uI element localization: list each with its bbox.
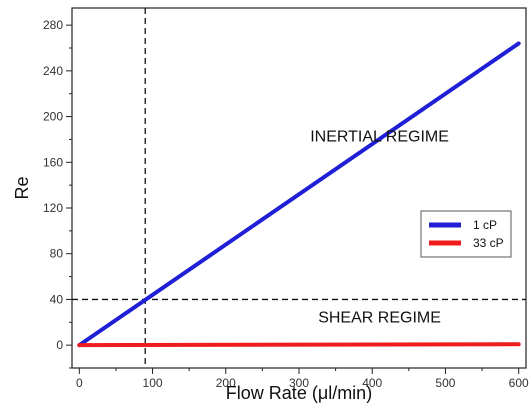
y-axis-title: Re [12, 176, 32, 199]
series-line-33cp [77, 342, 521, 348]
x-tick-label: 0 [76, 376, 83, 390]
legend-label: 1 cP [473, 218, 497, 232]
y-tick-label: 120 [43, 201, 63, 215]
x-tick-label: 200 [216, 376, 236, 390]
x-tick-label: 300 [289, 376, 309, 390]
y-axis-ticks: 0 40 80 120 160 200 240 280 [43, 18, 72, 369]
x-tick-label: 500 [435, 376, 455, 390]
y-tick-label: 40 [50, 292, 64, 306]
y-tick-label: 280 [43, 18, 63, 32]
series-line-1cp [77, 41, 521, 348]
y-tick-label: 0 [56, 338, 63, 352]
x-tick-label: 400 [362, 376, 382, 390]
y-tick-label: 200 [43, 110, 63, 124]
annotation-inertial-regime: INERTIAL REGIME [310, 129, 449, 146]
legend-box [420, 210, 512, 258]
series-lines [77, 41, 521, 348]
x-axis-title: Flow Rate (μl/min) [226, 383, 372, 403]
legend-label: 33 cP [473, 236, 504, 250]
y-tick-label: 240 [43, 64, 63, 78]
annotation-shear-regime: SHEAR REGIME [318, 309, 441, 326]
legend: 1 cP 33 cP [420, 210, 512, 258]
x-axis-ticks: 0 100 200 300 400 500 600 [76, 368, 529, 390]
x-tick-label: 100 [143, 376, 163, 390]
y-tick-label: 80 [50, 247, 64, 261]
y-tick-label: 160 [43, 155, 63, 169]
x-tick-label: 600 [509, 376, 529, 390]
